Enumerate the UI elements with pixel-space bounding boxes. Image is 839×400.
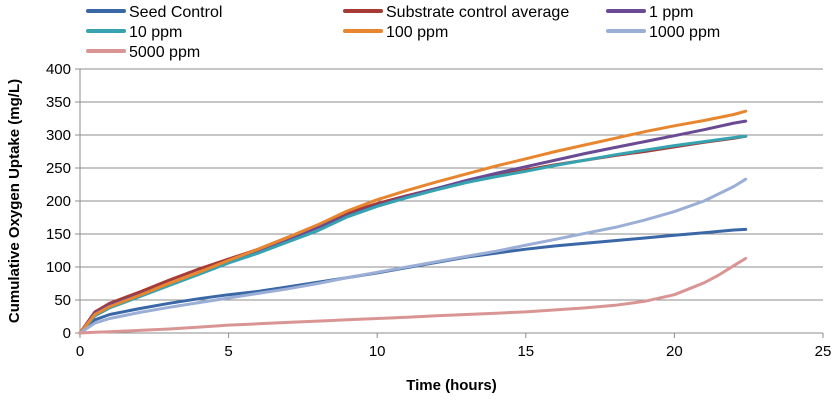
legend: Seed Control Substrate control average 1 p… — [86, 4, 720, 61]
y-tick-label-3: 150 — [46, 226, 71, 243]
x-tick-label-5: 25 — [815, 343, 832, 360]
y-tick-label-1: 50 — [54, 292, 71, 309]
legend-item-4: 100 ppm — [343, 24, 448, 41]
x-tick-labels: 0 5 10 15 20 25 — [76, 333, 832, 360]
legend-item-3: 10 ppm — [86, 24, 182, 41]
legend-item-6: 5000 ppm — [86, 44, 200, 61]
legend-item-1: Substrate control average — [343, 4, 569, 21]
y-tick-label-8: 400 — [46, 61, 71, 78]
series-lines — [78, 109, 748, 335]
legend-label-5: 1000 ppm — [649, 24, 720, 41]
legend-label-0: Seed Control — [129, 4, 222, 21]
series-line-3 — [78, 134, 748, 335]
x-tick-label-0: 0 — [76, 343, 84, 360]
x-tick-label-4: 20 — [666, 343, 683, 360]
x-axis-title: Time (hours) — [406, 377, 497, 394]
x-tick-label-3: 15 — [517, 343, 534, 360]
x-tick-label-2: 10 — [369, 343, 386, 360]
y-tick-label-7: 350 — [46, 94, 71, 111]
y-tick-label-4: 200 — [46, 193, 71, 210]
legend-label-4: 100 ppm — [386, 24, 448, 41]
series-line-4 — [78, 109, 748, 335]
series-line-1 — [78, 134, 748, 335]
legend-item-0: Seed Control — [86, 4, 222, 21]
series-line-6 — [78, 256, 748, 335]
y-tick-label-5: 250 — [46, 160, 71, 177]
y-tick-label-6: 300 — [46, 127, 71, 144]
legend-label-1: Substrate control average — [386, 4, 569, 21]
legend-label-3: 10 ppm — [129, 24, 182, 41]
y-axis-title: Cumulative Oxygen Uptake (mg/L) — [6, 79, 23, 323]
legend-item-2: 1 ppm — [606, 4, 693, 21]
y-tick-labels: 0 50 100 150 200 250 300 350 400 — [46, 61, 80, 342]
y-tick-label-0: 0 — [63, 325, 71, 342]
legend-item-5: 1000 ppm — [606, 24, 720, 41]
series-line-5 — [78, 177, 748, 335]
legend-label-2: 1 ppm — [649, 4, 693, 21]
legend-label-6: 5000 ppm — [129, 44, 200, 61]
y-tick-label-2: 100 — [46, 259, 71, 276]
x-tick-label-1: 5 — [224, 343, 232, 360]
